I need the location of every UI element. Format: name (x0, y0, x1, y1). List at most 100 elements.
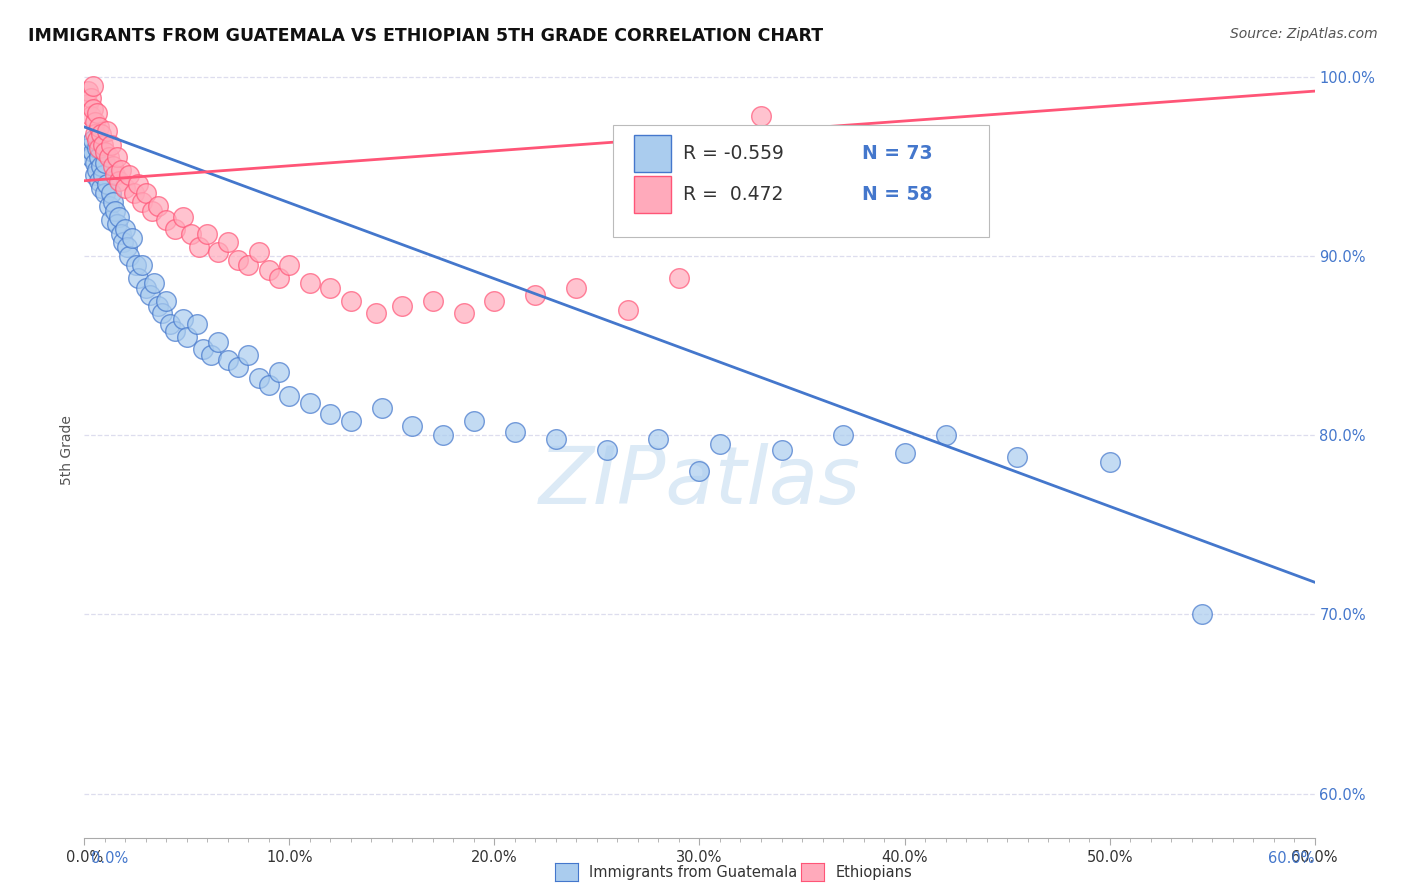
Point (176, 329, 198, 343)
Point (86, 163, 108, 178)
Point (90, 181, 112, 195)
Point (278, 258, 301, 272)
Point (269, 366, 291, 380)
Point (207, 245, 229, 260)
Point (87, 120, 110, 134)
Point (96, 123, 118, 137)
Text: ZIPatlas: ZIPatlas (538, 442, 860, 521)
Point (432, 428, 454, 442)
Point (893, 446, 915, 460)
Text: N = 73: N = 73 (862, 144, 932, 162)
Point (91, 137, 114, 152)
Point (117, 240, 139, 254)
Point (135, 281, 157, 295)
Point (257, 263, 280, 277)
Text: R = -0.559: R = -0.559 (683, 144, 785, 162)
Point (391, 299, 413, 313)
Point (139, 288, 162, 302)
Point (77, 141, 100, 155)
Point (131, 258, 153, 272)
Point (596, 442, 619, 457)
Point (131, 195, 153, 210)
Point (148, 299, 170, 313)
Point (94, 145, 117, 159)
Point (122, 186, 145, 201)
Point (127, 178, 149, 192)
Point (155, 293, 177, 308)
Text: Ethiopians: Ethiopians (835, 865, 912, 880)
Point (148, 199, 170, 213)
Point (1098, 455, 1121, 469)
Point (217, 235, 239, 249)
Text: IMMIGRANTS FROM GUATEMALA VS ETHIOPIAN 5TH GRADE CORRELATION CHART: IMMIGRANTS FROM GUATEMALA VS ETHIOPIAN 5… (28, 27, 824, 45)
Point (298, 396, 321, 410)
Point (247, 371, 270, 385)
Point (1191, 607, 1213, 622)
Point (668, 270, 690, 285)
Text: R =  0.472: R = 0.472 (683, 185, 785, 204)
Point (319, 407, 342, 421)
Point (298, 276, 321, 290)
Point (401, 419, 423, 434)
Point (110, 227, 132, 242)
Point (83, 114, 105, 128)
Point (238, 348, 260, 362)
Point (143, 276, 166, 290)
Point (422, 293, 444, 308)
Point (101, 160, 124, 174)
Point (86, 105, 108, 120)
Point (453, 306, 475, 320)
Point (935, 428, 957, 442)
Point (689, 464, 711, 478)
Point (188, 240, 211, 254)
Point (269, 270, 291, 285)
Point (108, 210, 131, 224)
Point (86, 132, 108, 146)
Point (98, 150, 120, 164)
Point (238, 258, 260, 272)
Point (83, 169, 105, 183)
Point (91, 169, 114, 183)
Point (200, 348, 222, 362)
Point (79, 109, 101, 123)
Point (172, 210, 194, 224)
Point (83, 156, 105, 170)
Point (90, 160, 112, 174)
Point (155, 213, 177, 227)
Point (87, 141, 110, 155)
Point (172, 311, 194, 326)
Point (709, 437, 731, 451)
Point (82, 102, 104, 116)
Point (118, 169, 141, 183)
Point (749, 109, 772, 123)
Point (127, 270, 149, 285)
Point (94, 186, 117, 201)
Point (101, 195, 124, 210)
Point (77, 96, 100, 111)
Text: Immigrants from Guatemala: Immigrants from Guatemala (589, 865, 797, 880)
Point (319, 281, 342, 295)
Point (108, 174, 131, 188)
Point (217, 353, 239, 368)
Point (87, 174, 110, 188)
Point (87, 150, 110, 164)
FancyBboxPatch shape (634, 176, 671, 213)
Text: 0.0%: 0.0% (91, 851, 128, 865)
Point (832, 428, 855, 442)
Point (82, 132, 104, 146)
Point (180, 227, 202, 242)
Point (150, 306, 173, 320)
Point (82, 145, 104, 159)
Point (100, 137, 122, 152)
Point (197, 227, 219, 242)
Point (463, 414, 485, 428)
Point (141, 204, 163, 219)
Point (163, 222, 186, 236)
Point (524, 288, 547, 302)
Point (104, 204, 127, 219)
Point (340, 293, 363, 308)
Point (544, 432, 567, 446)
Text: 60.0%: 60.0% (1268, 851, 1315, 865)
Point (105, 217, 128, 231)
Point (98, 199, 120, 213)
